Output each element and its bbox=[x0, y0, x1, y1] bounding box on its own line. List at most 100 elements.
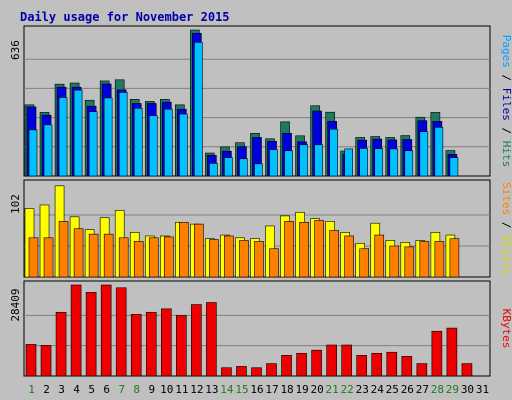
series-pages bbox=[28, 42, 459, 177]
day-label-14: 14 bbox=[220, 383, 234, 396]
bar-sites-day-7 bbox=[118, 237, 129, 278]
bar-pages-day-12 bbox=[194, 42, 203, 177]
bar-sites-day-8 bbox=[133, 241, 144, 278]
legend-part: Visits bbox=[500, 235, 512, 275]
legend-part: Pages bbox=[500, 35, 512, 68]
bar-sites-day-17 bbox=[269, 248, 279, 278]
bar-pages-day-29 bbox=[449, 157, 459, 177]
day-label-21: 21 bbox=[326, 383, 339, 396]
bar-pages-day-16 bbox=[254, 163, 263, 177]
panel-hits-files-pages: 636 Pages / Files / Hits bbox=[9, 25, 512, 177]
day-label-15: 15 bbox=[235, 383, 248, 396]
bar-kbytes-day-27 bbox=[416, 363, 428, 377]
day-label-8: 8 bbox=[133, 383, 140, 396]
panel-kbytes: 28409 KBytes bbox=[9, 280, 512, 377]
bar-pages-day-13 bbox=[209, 163, 218, 177]
bar-sites-day-29 bbox=[449, 238, 460, 278]
bar-kbytes-day-16 bbox=[251, 367, 262, 377]
legend-part: / bbox=[500, 68, 512, 88]
bar-pages-day-20 bbox=[314, 144, 323, 177]
day-label-11: 11 bbox=[175, 383, 188, 396]
bar-pages-day-19 bbox=[299, 144, 308, 177]
day-label-19: 19 bbox=[295, 383, 308, 396]
bar-pages-day-1 bbox=[28, 129, 38, 177]
bar-kbytes-day-24 bbox=[371, 352, 383, 377]
day-label-10: 10 bbox=[160, 383, 173, 396]
bar-kbytes-day-4 bbox=[70, 284, 82, 377]
bar-pages-day-18 bbox=[284, 150, 293, 177]
day-label-13: 13 bbox=[205, 383, 218, 396]
bar-kbytes-day-30 bbox=[461, 363, 473, 377]
bar-pages-day-2 bbox=[43, 124, 53, 177]
day-label-17: 17 bbox=[265, 383, 278, 396]
y-max-label: 636 bbox=[9, 40, 22, 60]
day-label-9: 9 bbox=[148, 383, 155, 396]
bar-sites-day-23 bbox=[359, 248, 370, 278]
bar-sites-day-14 bbox=[224, 235, 234, 278]
bar-sites-day-18 bbox=[284, 221, 294, 278]
day-label-23: 23 bbox=[356, 383, 369, 396]
chart-panels: 636 Pages / Files / Hits 102 Sites / Visits… bbox=[9, 25, 512, 377]
bar-pages-day-24 bbox=[374, 148, 384, 177]
bar-sites-day-25 bbox=[389, 245, 400, 278]
bar-pages-day-15 bbox=[239, 158, 248, 177]
bar-sites-day-3 bbox=[58, 221, 69, 278]
legend-visits-sites: Sites / Visits bbox=[500, 182, 512, 275]
bar-pages-day-10 bbox=[163, 108, 173, 177]
legend-part: Sites bbox=[500, 182, 512, 215]
bar-sites-day-26 bbox=[404, 246, 415, 278]
bar-sites-day-1 bbox=[28, 237, 39, 278]
bar-kbytes-day-20 bbox=[311, 349, 322, 377]
day-label-6: 6 bbox=[103, 383, 110, 396]
bar-kbytes-day-10 bbox=[160, 308, 172, 377]
bar-sites-day-20 bbox=[314, 220, 324, 278]
bar-pages-day-17 bbox=[269, 149, 278, 177]
bar-kbytes-day-5 bbox=[85, 292, 97, 377]
day-label-24: 24 bbox=[371, 383, 385, 396]
day-label-28: 28 bbox=[431, 383, 444, 396]
day-label-26: 26 bbox=[401, 383, 414, 396]
bar-kbytes-day-15 bbox=[236, 366, 247, 377]
day-label-25: 25 bbox=[386, 383, 399, 396]
legend-kbytes: KBytes bbox=[500, 309, 512, 349]
bar-sites-day-21 bbox=[329, 230, 339, 278]
bar-pages-day-25 bbox=[389, 148, 399, 177]
day-label-2: 2 bbox=[43, 383, 50, 396]
bar-sites-day-13 bbox=[209, 239, 219, 278]
bar-kbytes-day-25 bbox=[386, 351, 398, 377]
legend-hits-files-pages: Pages / Files / Hits bbox=[500, 35, 512, 168]
day-label-22: 22 bbox=[341, 383, 354, 396]
bar-sites-day-27 bbox=[419, 241, 430, 278]
bar-sites-day-28 bbox=[434, 241, 445, 278]
bar-pages-day-11 bbox=[179, 113, 188, 177]
day-label-31: 31 bbox=[476, 383, 489, 396]
bar-sites-day-22 bbox=[344, 235, 354, 278]
day-label-27: 27 bbox=[416, 383, 429, 396]
bar-pages-day-28 bbox=[434, 127, 444, 177]
chart-title: Daily usage for November 2015 bbox=[20, 10, 230, 24]
bar-sites-day-4 bbox=[73, 228, 84, 278]
day-label-30: 30 bbox=[461, 383, 474, 396]
bar-sites-day-9 bbox=[148, 237, 159, 278]
day-label-1: 1 bbox=[28, 383, 35, 396]
bar-sites-day-24 bbox=[374, 234, 385, 278]
bar-kbytes-day-11 bbox=[176, 315, 187, 377]
bar-pages-day-3 bbox=[58, 97, 68, 177]
bar-kbytes-day-6 bbox=[100, 284, 112, 377]
bar-sites-day-2 bbox=[43, 237, 54, 278]
bar-kbytes-day-21 bbox=[326, 344, 337, 377]
bar-pages-day-8 bbox=[133, 107, 143, 177]
bar-sites-day-6 bbox=[103, 233, 114, 278]
day-label-29: 29 bbox=[446, 383, 459, 396]
bar-kbytes-day-26 bbox=[401, 356, 413, 377]
y-max-label: 102 bbox=[9, 194, 22, 214]
bar-sites-day-11 bbox=[179, 221, 189, 278]
bar-sites-day-19 bbox=[299, 221, 309, 278]
day-label-16: 16 bbox=[250, 383, 263, 396]
bar-kbytes-day-22 bbox=[341, 344, 352, 377]
bar-pages-day-4 bbox=[73, 89, 83, 177]
bar-kbytes-day-9 bbox=[145, 311, 157, 377]
series-sites bbox=[28, 220, 460, 278]
x-axis-day-labels: 1 2 3 4 5 6 7 8 9 10 11 12 13 14 15 16 17 18 19 20 21 22 23 24 2… bbox=[28, 383, 489, 396]
day-label-7: 7 bbox=[118, 383, 125, 396]
